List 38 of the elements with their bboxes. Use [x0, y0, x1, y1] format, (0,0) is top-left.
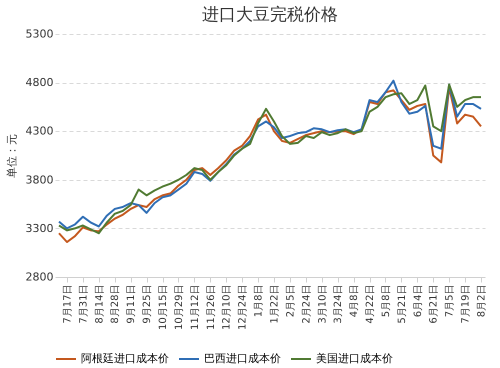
chart-title: 进口大豆完税价格 — [202, 5, 338, 25]
x-tick-label: 12月24日 — [238, 284, 249, 330]
y-tick-label: 5300 — [26, 28, 54, 40]
y-tick-label: 4800 — [26, 76, 54, 90]
y-tick-label: 3300 — [26, 222, 54, 235]
x-tick-label: 7月31日 — [78, 284, 90, 324]
y-tick-label: 3800 — [26, 173, 54, 186]
y-tick-label: 2800 — [26, 270, 54, 284]
x-tick-label: 5月8日 — [380, 284, 392, 318]
x-tick-label: 8月14日 — [94, 284, 106, 324]
x-tick-label: 10月15日 — [158, 284, 169, 330]
x-tick-label: 12月10日 — [222, 284, 233, 330]
x-tick-label: 8月28日 — [110, 284, 122, 324]
legend-label: 巴西进口成本价 — [204, 352, 281, 365]
x-tick-label: 1月8日 — [254, 284, 265, 318]
x-tick-label: 2月24日 — [301, 284, 312, 324]
x-tick-label: 11月12日 — [190, 284, 201, 330]
legend-label: 阿根廷进口成本价 — [81, 352, 169, 365]
x-tick-label: 7月19日 — [460, 284, 472, 324]
x-tick-label: 8月2日 — [476, 284, 488, 318]
x-tick-label: 9月11日 — [126, 284, 138, 324]
x-tick-label: 7月5日 — [444, 284, 456, 318]
y-axis-title: 单位：元 — [6, 134, 19, 178]
x-tick-label: 10月29日 — [174, 284, 185, 330]
x-tick-label: 6月21日 — [428, 284, 440, 324]
x-tick-label: 6月4日 — [412, 284, 424, 318]
x-tick-label: 1月22日 — [269, 284, 280, 324]
x-tick-label: 7月17日 — [62, 284, 74, 324]
x-tick-label: 3月10日 — [317, 284, 328, 324]
x-tick-label: 11月26日 — [206, 284, 217, 330]
x-tick-label: 5月21日 — [396, 284, 408, 324]
x-tick-label: 2月5日 — [285, 284, 296, 318]
y-tick-label: 4300 — [26, 124, 54, 138]
x-tick-label: 4月8日 — [349, 284, 360, 318]
legend-label: 美国进口成本价 — [316, 352, 393, 365]
x-tick-label: 3月24日 — [333, 284, 344, 324]
x-tick-label: 4月22日 — [365, 284, 376, 324]
x-tick-label: 9月25日 — [142, 284, 154, 324]
